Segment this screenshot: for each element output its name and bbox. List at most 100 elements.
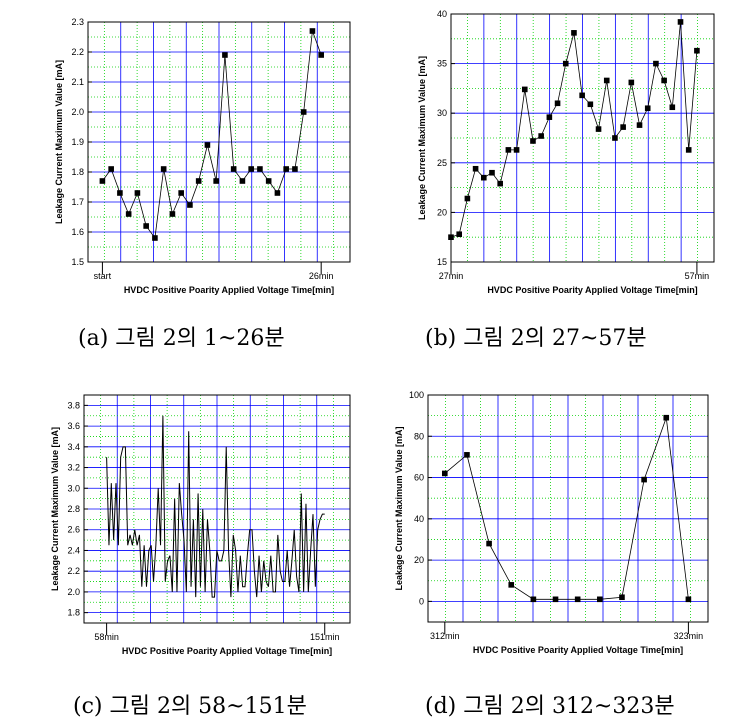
series-line xyxy=(106,415,325,598)
data-point xyxy=(480,174,487,181)
y-tick-label: 80 xyxy=(414,431,424,441)
data-point xyxy=(283,166,289,172)
y-tick-label: 2.4 xyxy=(67,545,80,555)
data-point xyxy=(195,178,202,184)
data-point xyxy=(677,19,684,25)
y-tick-label: 2.0 xyxy=(67,587,80,597)
data-point xyxy=(257,166,263,172)
y-tick-label: 1.7 xyxy=(71,197,84,207)
y-tick-label: 1.5 xyxy=(71,257,84,267)
y-tick-label: 2.2 xyxy=(67,566,80,576)
data-point xyxy=(574,596,581,603)
chart-svg: 1.8 2.0 2.2 2.4 2.6 2.8 3.0 3.2 3.4 3.6 3.8 58min 15… xyxy=(50,394,351,656)
data-point xyxy=(587,101,594,108)
data-point xyxy=(505,147,512,153)
data-point xyxy=(300,109,307,115)
data-point xyxy=(508,582,515,588)
data-point xyxy=(636,122,643,128)
y-tick-label: 1.9 xyxy=(71,137,84,147)
y-tick-label: 2.3 xyxy=(71,17,84,27)
data-point xyxy=(292,166,298,172)
data-point xyxy=(143,223,149,229)
data-point xyxy=(641,476,647,483)
plot-frame xyxy=(427,394,709,623)
y-axis-label: Leakage Current Maximum Value [mA] xyxy=(54,60,64,224)
y-tick-label: 2.1 xyxy=(71,77,84,87)
data-point xyxy=(521,86,528,93)
data-point xyxy=(579,92,585,99)
data-point xyxy=(489,169,495,176)
data-point xyxy=(472,165,479,172)
data-point xyxy=(562,60,569,67)
data-point xyxy=(571,30,577,36)
caption-d: (d) 그림 2의 312~323분 xyxy=(425,694,675,719)
y-tick-label: 60 xyxy=(414,473,424,483)
x-axis-label: HVDC Positive Poarity Applied Voltage Ti… xyxy=(122,646,332,656)
y-tick-label: 30 xyxy=(437,108,447,118)
data-point xyxy=(125,211,132,217)
y-tick-label: 1.6 xyxy=(71,227,84,237)
data-point xyxy=(595,126,602,132)
data-point xyxy=(222,52,228,58)
y-tick-label: 1.8 xyxy=(71,167,84,177)
y-tick-label: 25 xyxy=(437,158,447,168)
data-point xyxy=(661,77,667,84)
data-point xyxy=(204,142,211,148)
data-point xyxy=(628,79,635,86)
data-point xyxy=(486,540,492,547)
y-tick-label: 40 xyxy=(437,9,447,19)
data-point xyxy=(178,190,184,196)
x-tick-label: 57min xyxy=(685,271,710,281)
y-tick-label: 40 xyxy=(414,514,424,524)
chart-panel-b: 15 20 25 30 35 40 27min 57min HVDC Positive Poar… xyxy=(377,0,755,360)
data-point xyxy=(99,178,106,184)
x-tick-label: start xyxy=(94,271,112,281)
data-point xyxy=(554,100,561,107)
data-point xyxy=(248,166,254,172)
data-point xyxy=(663,414,670,421)
data-point xyxy=(612,135,618,141)
data-point xyxy=(456,231,462,238)
x-tick-label: 26min xyxy=(309,271,334,281)
data-point xyxy=(597,596,603,603)
data-point xyxy=(239,178,246,184)
y-tick-label: 3.6 xyxy=(67,421,80,431)
series-line xyxy=(102,30,322,240)
plot-frame xyxy=(450,13,715,263)
y-tick-label: 1.8 xyxy=(67,608,80,618)
x-tick-label: 312min xyxy=(430,631,460,641)
data-point xyxy=(530,138,536,144)
chart-panel-d: 0 20 40 60 80 100 312min 323min HVDC Positive Po… xyxy=(377,365,755,725)
data-point xyxy=(318,52,324,58)
data-point xyxy=(448,234,454,240)
y-tick-label: 20 xyxy=(437,207,447,217)
chart-panel-c: 1.8 2.0 2.2 2.4 2.6 2.8 3.0 3.2 3.4 3.6 3.8 58min 15… xyxy=(0,365,377,725)
y-tick-label: 3.4 xyxy=(67,442,80,452)
data-point xyxy=(213,178,219,184)
x-axis-label: HVDC Positive Poarity Applied Voltage Ti… xyxy=(473,645,683,655)
data-point xyxy=(464,195,471,202)
data-point xyxy=(108,166,114,172)
data-point xyxy=(230,166,237,172)
y-tick-label: 3.0 xyxy=(67,483,80,493)
chart-panel-a: 1.5 1.6 1.7 1.8 1.9 2.0 2.1 2.2 2.3 start 26min HVD… xyxy=(0,0,377,360)
data-point xyxy=(513,147,520,153)
y-axis-label: Leakage Current Maximum Value [mA] xyxy=(394,426,404,590)
data-point xyxy=(187,202,193,208)
x-tick-label: 151min xyxy=(310,632,340,642)
x-axis-label: HVDC Positive Poarity Applied Voltage Ti… xyxy=(487,285,697,295)
x-tick-label: 58min xyxy=(94,632,119,642)
y-tick-label: 2.6 xyxy=(67,525,80,535)
y-tick-label: 3.8 xyxy=(67,400,80,410)
data-point xyxy=(538,133,544,139)
data-point xyxy=(669,104,676,111)
series-line xyxy=(444,417,689,600)
y-axis-label: Leakage Current Maximum Value [mA] xyxy=(50,427,60,591)
caption-a: (a) 그림 2의 1~26분 xyxy=(78,326,285,351)
data-point xyxy=(309,28,316,34)
data-point xyxy=(619,594,625,601)
data-point xyxy=(552,596,559,603)
data-point xyxy=(169,211,176,217)
data-point xyxy=(653,60,659,67)
caption-c: (c) 그림 2의 58~151분 xyxy=(73,694,307,719)
